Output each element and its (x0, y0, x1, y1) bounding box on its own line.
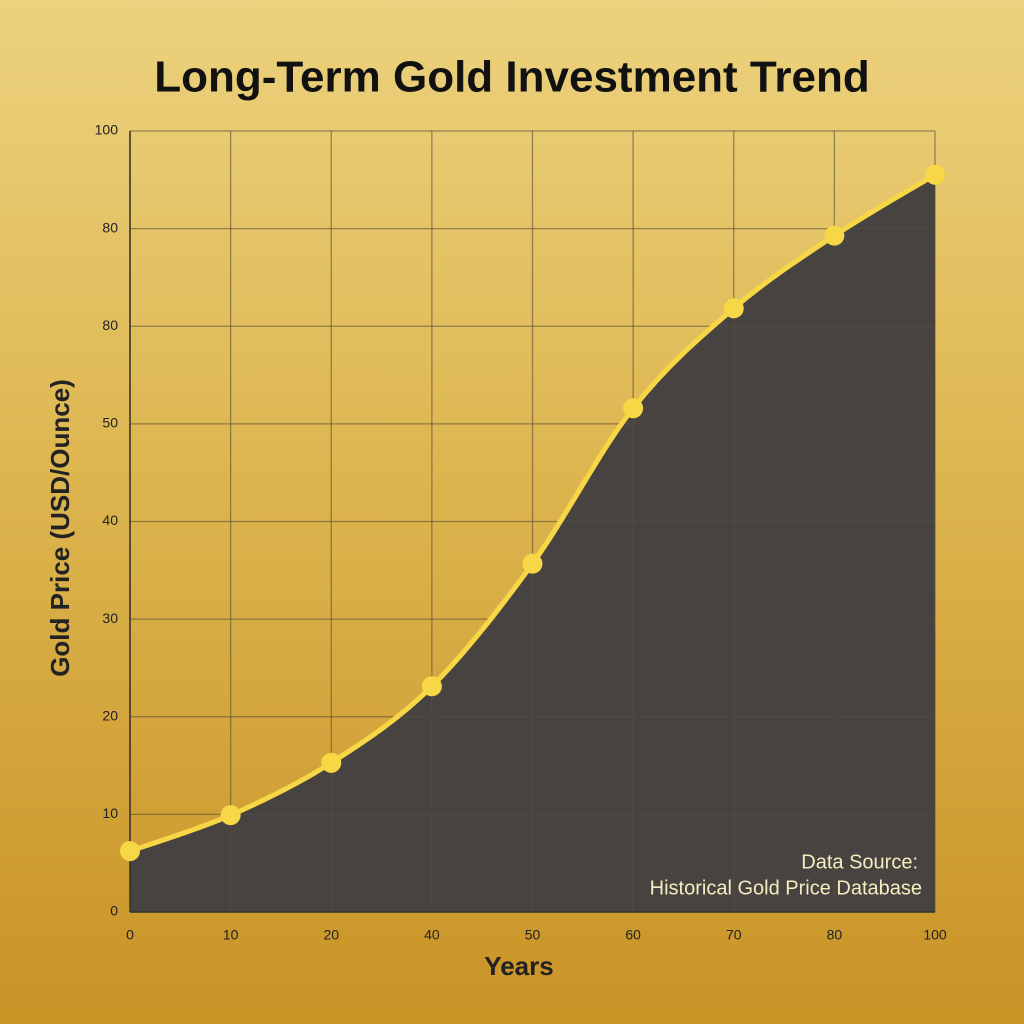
x-tick-label: 80 (827, 927, 843, 943)
y-tick-label: 80 (102, 219, 118, 235)
y-tick-label: 80 (102, 317, 118, 333)
x-axis-label: Years (484, 951, 553, 981)
point (120, 841, 140, 862)
x-tick-label: 40 (424, 927, 440, 943)
y-tick-label: 0 (110, 903, 118, 919)
point (522, 553, 543, 574)
x-tick-label: 70 (726, 927, 742, 943)
y-tick-label: 40 (102, 512, 118, 528)
y-tick-label: 20 (102, 707, 118, 723)
x-tick-label: 60 (625, 927, 641, 943)
x-tick-label: 20 (323, 927, 339, 943)
annotation: Data Source: (801, 851, 918, 873)
y-tick-label: 50 (102, 415, 118, 431)
y-tick-label: 10 (102, 805, 118, 821)
plot-area: 0 10 20 30 40 50 80 80 100 0 10 20 40 50 60 70 80 100 Data… (95, 122, 947, 943)
point (321, 752, 342, 773)
chart-title: Long-Term Gold Investment Trend (154, 53, 869, 102)
point (220, 805, 241, 826)
point (925, 164, 945, 185)
x-tick-label: 50 (525, 927, 541, 943)
point (723, 298, 744, 319)
point (623, 398, 644, 419)
point (824, 225, 845, 246)
y-tick-label: 100 (95, 122, 119, 138)
y-tick-label: 30 (102, 610, 118, 626)
x-tick-label: 10 (223, 927, 239, 943)
x-tick-label: 100 (923, 927, 947, 943)
x-tick-label: 0 (126, 927, 134, 943)
point (421, 676, 442, 697)
y-axis-label: Gold Price (USD/Ounce) (45, 379, 75, 677)
annotation: Historical Gold Price Database (650, 877, 922, 899)
